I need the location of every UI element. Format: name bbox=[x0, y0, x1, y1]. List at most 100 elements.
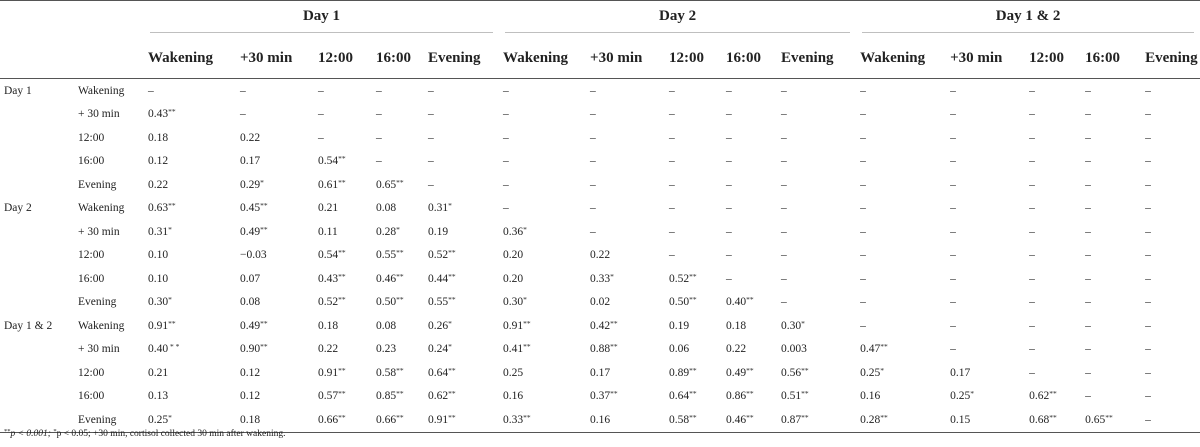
correlation-cell: – bbox=[376, 131, 382, 144]
row-group-label bbox=[0, 173, 72, 197]
row-group-label: Day 2 bbox=[4, 202, 32, 215]
correlation-cell: 0.18 bbox=[148, 131, 169, 144]
correlation-cell: – bbox=[669, 155, 675, 168]
row-label: Wakening bbox=[78, 202, 125, 215]
correlation-cell: – bbox=[1145, 108, 1151, 121]
column-header: Wakening bbox=[144, 39, 236, 79]
correlation-cell: – bbox=[318, 108, 324, 121]
correlation-cell: 0.12 bbox=[148, 155, 169, 168]
column-header: Evening bbox=[424, 39, 500, 79]
table-row: 16:00 0.12 0.17 0.54** – – – – – – – – – – – – bbox=[0, 150, 1200, 174]
correlation-cell: 0.17 bbox=[590, 366, 611, 379]
correlation-cell: – bbox=[669, 249, 675, 262]
correlation-cell: – bbox=[950, 178, 956, 191]
correlation-cell: – bbox=[1029, 84, 1035, 97]
correlation-cell: – bbox=[428, 178, 434, 191]
correlation-cell: – bbox=[1085, 225, 1091, 238]
correlation-cell: – bbox=[428, 84, 434, 97]
row-label: 12:00 bbox=[78, 131, 105, 144]
correlation-cell: – bbox=[1145, 366, 1151, 379]
correlation-cell: – bbox=[1145, 131, 1151, 144]
correlation-cell: 0.10 bbox=[148, 249, 169, 262]
correlation-cell: 0.21 bbox=[318, 202, 339, 215]
correlation-cell: – bbox=[1145, 84, 1151, 97]
correlation-cell: 0.37** bbox=[590, 389, 618, 403]
column-header: Evening bbox=[1141, 39, 1200, 79]
correlation-cell: 0.33* bbox=[590, 271, 614, 285]
correlation-cell: – bbox=[1029, 155, 1035, 168]
correlation-cell: 0.22 bbox=[726, 343, 747, 356]
correlation-table: Day 1 Day 2 Day 1 & 2 Wakening +30 min 1… bbox=[0, 0, 1200, 433]
table-row: Evening 0.30* 0.08 0.52** 0.50** 0.55** 0.30* 0… bbox=[0, 291, 1200, 315]
correlation-cell: – bbox=[318, 131, 324, 144]
correlation-cell: 0.40** bbox=[726, 295, 754, 309]
correlation-cell: – bbox=[1085, 131, 1091, 144]
correlation-cell: 0.50** bbox=[376, 295, 404, 309]
correlation-cell: – bbox=[860, 272, 866, 285]
correlation-cell: – bbox=[1145, 155, 1151, 168]
correlation-cell: – bbox=[1029, 178, 1035, 191]
correlation-cell: 0.20 bbox=[503, 249, 524, 262]
correlation-cell: – bbox=[1145, 319, 1151, 332]
correlation-cell: 0.62** bbox=[428, 389, 456, 403]
row-group-label bbox=[0, 291, 72, 315]
correlation-cell: 0.89** bbox=[669, 365, 697, 379]
correlation-cell: 0.29* bbox=[240, 177, 264, 191]
correlation-cell: 0.13 bbox=[148, 390, 169, 403]
correlation-cell: 0.91** bbox=[318, 365, 346, 379]
correlation-cell: 0.15 bbox=[946, 408, 1026, 433]
correlation-cell: 0.26* bbox=[428, 318, 452, 332]
correlation-cell: 0.28* bbox=[376, 224, 400, 238]
correlation-cell: 0.40 * * bbox=[148, 342, 180, 356]
correlation-cell: 0.52** bbox=[669, 271, 697, 285]
correlation-cell: – bbox=[590, 225, 596, 238]
row-label: Evening bbox=[72, 408, 144, 433]
correlation-cell: – bbox=[950, 131, 956, 144]
correlation-cell: 0.22 bbox=[318, 343, 339, 356]
column-header: 16:00 bbox=[372, 39, 424, 79]
correlation-cell: 0.08 bbox=[240, 296, 261, 309]
correlation-cell: 0.11 bbox=[318, 225, 338, 238]
correlation-cell: 0.30* bbox=[503, 295, 527, 309]
correlation-cell: – bbox=[148, 84, 154, 97]
row-group-label bbox=[0, 103, 72, 127]
correlation-cell: – bbox=[376, 84, 382, 97]
correlation-cell: – bbox=[726, 249, 732, 262]
correlation-cell: – bbox=[590, 155, 596, 168]
correlation-cell: – bbox=[376, 155, 382, 168]
correlation-cell: – bbox=[376, 108, 382, 121]
correlation-cell: 0.49** bbox=[240, 318, 268, 332]
correlation-cell: – bbox=[590, 178, 596, 191]
correlation-cell: – bbox=[726, 84, 732, 97]
correlation-cell: – bbox=[726, 155, 732, 168]
correlation-cell: 0.58** bbox=[665, 408, 723, 433]
correlation-cell: – bbox=[1029, 249, 1035, 262]
correlation-cell: 0.25* bbox=[144, 408, 236, 433]
correlation-cell: 0.63** bbox=[148, 201, 176, 215]
correlation-cell: – bbox=[860, 84, 866, 97]
correlation-cell: 0.19 bbox=[669, 319, 690, 332]
table-row: + 30 min 0.40 * * 0.90** 0.22 0.23 0.24* 0.41*… bbox=[0, 338, 1200, 362]
row-label: + 30 min bbox=[78, 225, 120, 238]
row-label: + 30 min bbox=[78, 343, 120, 356]
column-header: Wakening bbox=[856, 39, 947, 79]
table-row: 16:00 0.10 0.07 0.43** 0.46** 0.44** 0.20 0.33*… bbox=[0, 267, 1200, 291]
correlation-cell: – bbox=[503, 155, 509, 168]
row-group-label bbox=[0, 150, 72, 174]
correlation-cell: – bbox=[590, 131, 596, 144]
correlation-cell: – bbox=[781, 272, 787, 285]
correlation-cell: – bbox=[726, 202, 732, 215]
correlation-cell: 0.30* bbox=[781, 318, 805, 332]
row-group-label: Day 1 & 2 bbox=[4, 319, 53, 332]
correlation-cell: – bbox=[669, 225, 675, 238]
correlation-cell: – bbox=[781, 131, 787, 144]
correlation-cell: – bbox=[669, 131, 675, 144]
correlation-cell: 0.10 bbox=[148, 272, 169, 285]
correlation-cell: 0.16 bbox=[503, 390, 524, 403]
table-row: + 30 min 0.31* 0.49** 0.11 0.28* 0.19 0.36* – – –… bbox=[0, 220, 1200, 244]
correlation-cell: – bbox=[781, 84, 787, 97]
row-label: Evening bbox=[78, 296, 117, 309]
correlation-cell: – bbox=[726, 131, 732, 144]
correlation-cell: 0.33** bbox=[499, 408, 587, 433]
correlation-cell: – bbox=[860, 131, 866, 144]
